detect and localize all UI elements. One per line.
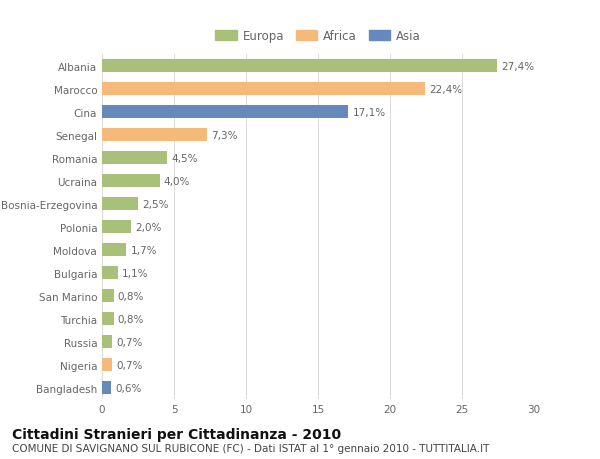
Text: 0,7%: 0,7%: [116, 360, 143, 370]
Text: 4,0%: 4,0%: [164, 176, 190, 186]
Text: 1,1%: 1,1%: [122, 268, 149, 278]
Bar: [102, 106, 348, 119]
Bar: [102, 83, 425, 96]
Text: 27,4%: 27,4%: [501, 62, 534, 72]
Text: 1,7%: 1,7%: [131, 245, 157, 255]
Text: 2,0%: 2,0%: [135, 222, 161, 232]
Legend: Europa, Africa, Asia: Europa, Africa, Asia: [212, 27, 424, 46]
Text: COMUNE DI SAVIGNANO SUL RUBICONE (FC) - Dati ISTAT al 1° gennaio 2010 - TUTTITAL: COMUNE DI SAVIGNANO SUL RUBICONE (FC) - …: [12, 443, 490, 453]
Bar: [102, 175, 160, 188]
Bar: [102, 381, 110, 394]
Bar: [102, 221, 131, 234]
Bar: [102, 290, 113, 302]
Bar: [102, 152, 167, 165]
Text: 0,7%: 0,7%: [116, 337, 143, 347]
Text: Cittadini Stranieri per Cittadinanza - 2010: Cittadini Stranieri per Cittadinanza - 2…: [12, 427, 341, 441]
Text: 4,5%: 4,5%: [171, 153, 197, 163]
Bar: [102, 313, 113, 325]
Bar: [102, 244, 127, 257]
Text: 0,8%: 0,8%: [118, 314, 144, 324]
Bar: [102, 358, 112, 371]
Text: 17,1%: 17,1%: [353, 107, 386, 118]
Bar: [102, 336, 112, 348]
Bar: [102, 60, 497, 73]
Text: 0,6%: 0,6%: [115, 383, 142, 393]
Text: 7,3%: 7,3%: [211, 130, 238, 140]
Text: 0,8%: 0,8%: [118, 291, 144, 301]
Bar: [102, 198, 138, 211]
Bar: [102, 267, 118, 280]
Bar: [102, 129, 207, 142]
Text: 2,5%: 2,5%: [142, 199, 169, 209]
Text: 22,4%: 22,4%: [429, 84, 462, 95]
